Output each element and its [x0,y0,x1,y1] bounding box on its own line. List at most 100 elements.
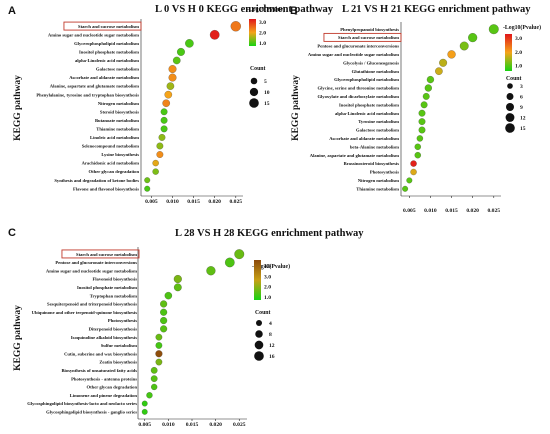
highlight-box [323,32,402,42]
data-point [459,41,469,51]
data-point [160,308,168,316]
size-legend-title: Count [250,66,266,72]
colorbar-tick-label: 1.0 [264,295,271,301]
category-label: Inositol phosphate metabolism [79,50,139,55]
category-label: alpha-Linolenic acid metabolism [75,58,139,63]
size-legend-label: 8 [269,332,272,338]
data-point [144,185,151,192]
size-legend-label: 16 [269,354,275,360]
data-point [173,283,182,292]
data-point [168,65,177,73]
x-tick-label: 0.025 [233,422,246,428]
colorbar-tick-label: 3.0 [264,274,271,280]
size-legend-circle [250,77,258,85]
category-label: Ascorbate and aldarate metabolism [69,75,139,80]
category-label: Thiamine metabolism [356,186,399,191]
x-tick-label: 0.015 [445,208,458,214]
category-label: Photosynthesis [108,318,137,323]
data-point [209,30,220,40]
data-point [160,300,168,308]
data-point [146,392,153,399]
colorbar [254,260,261,300]
category-label: Inositol phosphate metabolism [77,285,137,290]
data-point [160,125,168,133]
category-label: Pentose and glucuronate interconversions [55,260,137,265]
x-tick-label: 0.020 [208,199,221,205]
data-point [168,73,177,82]
size-legend-circle [254,340,264,350]
category-label: Glycerophospholipid metabolism [334,77,399,82]
highlight-box [63,21,142,31]
chart-title: L 0 VS H 0 KEGG enrichment pathway [155,4,334,15]
category-label: Limonene and pinene degradation [70,393,138,398]
size-legend-label: 4 [269,321,272,327]
category-label: Photosynthesis [370,170,399,175]
x-tick-label: 0.005 [145,199,158,205]
data-point [435,67,443,75]
panel-letter: C [8,227,16,239]
data-point [173,275,182,284]
size-legend-label: 12 [520,116,526,122]
data-point [447,50,456,59]
data-point [416,135,424,142]
data-point [406,177,413,184]
data-point [155,358,163,366]
category-label: Lysine biosynthesis [101,152,139,157]
category-label: Cutin, suberine and wax biosynthesis [64,351,137,356]
category-label: Starch and sucrose metabolism [76,252,137,257]
size-legend-label: 5 [264,79,267,85]
x-tick-label: 0.015 [186,422,199,428]
category-label: Glyoxylate and dicarboxylate metabolism [317,94,399,99]
size-legend-title: Count [506,76,522,82]
category-label: beta-Alanine metabolism [350,144,399,149]
category-label: Phenylpropanoid biosynthesis [340,27,399,32]
data-point [152,159,159,167]
category-label: Nitrogen metabolism [358,178,399,183]
category-label: Steroid biosynthesis [100,109,139,114]
data-point [234,249,245,260]
category-label: Amino sugar and nucleotide sugar metabol… [46,268,137,273]
data-point [422,92,430,100]
data-point [418,126,426,134]
colorbar-tick-label: 4.0 [264,264,271,270]
x-tick-label: 0.020 [466,208,479,214]
category-label: Thiamine metabolism [96,126,139,131]
size-legend-circle [506,93,514,100]
data-point [141,400,148,407]
category-label: Other glycan degradation [89,169,140,174]
data-point [439,58,448,67]
colorbar [249,19,256,46]
data-point [151,383,158,391]
x-tick-label: 0.010 [424,208,437,214]
data-point [426,75,435,84]
y-axis-label: KEGG pathway [291,75,301,141]
category-label: Glycolysis / Gluconeogenesis [343,60,399,65]
color-legend-title: -Log10(Pvalue) [252,263,290,270]
size-legend-circle [506,103,514,111]
color-legend-title: -Log10(Pvalue) [247,6,285,13]
category-label: Starch and sucrose metabolism [78,24,139,29]
data-point [155,350,163,358]
data-point [172,56,181,65]
size-legend-circle [507,83,513,89]
category-label: Ascorbate and aldarate metabolism [329,136,399,141]
size-legend-label: 9 [520,105,523,111]
x-tick-label: 0.020 [209,422,222,428]
category-label: Flavonoid biosynthesis [92,277,137,282]
colorbar-tick-label: 1.0 [259,41,266,47]
size-legend-circle [249,87,259,97]
category-label: alpha-Linolenic acid metabolism [335,111,399,116]
data-point [414,143,421,150]
data-point [185,39,194,48]
data-point [166,82,175,90]
category-label: Other glycan degradation [87,385,138,390]
chart-title: L 21 VS H 21 KEGG enrichment pathway [342,4,531,15]
category-label: Isoquinoline alkaloid biosynthesis [71,335,137,340]
size-legend-circle [255,330,263,338]
category-label: Arachidonic acid metabolism [82,161,140,166]
data-point [152,168,159,175]
category-label: Sesquiterpenoid and triterpenoid biosynt… [47,302,137,307]
category-label: Starch and sucrose metabolism [338,35,399,40]
category-label: Inositol phosphate metabolism [339,102,399,107]
